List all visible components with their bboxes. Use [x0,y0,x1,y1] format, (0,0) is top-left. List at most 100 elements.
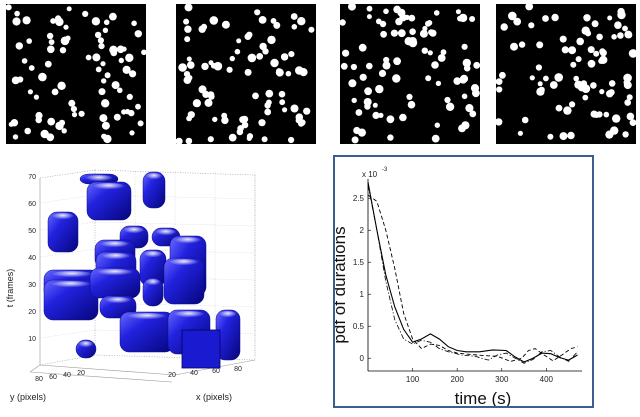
particle-dot [285,70,292,77]
particle-dot [529,75,535,81]
particle-dot [461,93,468,100]
particle-dot [17,76,24,83]
particle-dot [137,120,144,127]
particle-dot [547,133,554,140]
particle-dot [207,91,215,98]
particle-dot [209,16,219,25]
particle-dot [228,133,237,142]
particle-dot [28,65,35,71]
particle-dot [184,4,193,12]
particle-dot [46,32,54,40]
particle-dot [431,134,440,143]
particle-dot [24,127,32,135]
x-tick-label: 400 [540,375,554,384]
particle-dot [99,114,108,123]
particle-dot [582,94,589,101]
particle-dot [141,49,146,56]
x-tick-label: 300 [495,375,509,384]
particle-dot [207,136,214,143]
x-axis-label: x (pixels) [196,392,232,402]
particle-dot [241,121,249,129]
particle-dot [626,112,635,121]
particle-dot [71,112,78,118]
particle-dot [68,99,76,107]
particle-dot [342,49,350,57]
particle-dot [366,62,373,70]
particle-dot [200,23,208,30]
particle-dot [104,72,111,79]
particle-dot [591,20,599,28]
particle-dot [98,88,106,96]
particle-dot [47,45,55,54]
y-tick-label: 2.5 [353,194,365,203]
particle-dot [48,39,55,45]
particle-dot [617,32,624,39]
particle-dots [340,4,480,144]
particle-dot [508,11,517,21]
particle-dot [624,30,633,39]
particle-dot [226,66,233,73]
pdf-series-group [367,182,578,364]
particle-dot [117,87,123,94]
particle-dot [348,79,357,88]
particle-dot [101,78,107,84]
particle-dot [404,14,410,20]
particle-dot [101,99,110,108]
particle-dot [22,16,31,25]
particle-dot [549,81,558,89]
volume-blob [215,309,241,361]
particle-dot [15,42,23,50]
particle-dot [12,17,21,26]
y-tick-label: 20 [77,370,85,377]
particle-dot [184,25,192,33]
particle-dot [57,81,66,91]
particle-dot [622,25,628,32]
particle-dot [101,121,110,130]
particle-dot [63,24,69,30]
particle-dot [110,49,118,57]
particle-dot [126,93,133,100]
y-tick-label: 40 [63,372,71,379]
particle-dot [500,23,508,31]
particle-dot [47,117,56,126]
particle-dot [204,98,213,107]
y-tick-label: 80 [35,376,43,383]
particle-dot [611,34,617,40]
particle-dot [279,99,286,106]
x-tick-label: 200 [450,375,464,384]
particle-dot [27,89,33,95]
particle-dot [536,87,545,96]
particle-dot [378,112,384,118]
particle-dot [383,8,389,15]
particle-dot [351,97,357,104]
particle-dot [184,36,191,43]
y-axis-label: y (pixels) [10,392,46,402]
particle-dot [100,61,106,67]
particle-dot [258,16,267,24]
t-tick-label: 60 [28,201,36,208]
particle-dot [444,96,451,104]
particle-dot [38,72,47,82]
particle-dot [465,104,474,113]
particle-dot [440,49,447,56]
particle-dot [392,74,401,83]
y-tick-label: 60 [49,374,57,381]
particle-dot [70,105,77,113]
particle-dot [340,19,346,26]
particle-dot [499,71,506,79]
particle-dot [518,41,526,48]
particle-dot [567,131,575,140]
y-exponent-base: x 10 [362,170,378,179]
particle-dot [221,112,228,119]
particle-dot [583,14,591,22]
particle-dot [431,61,439,69]
particle-dot [559,35,567,43]
particle-dot [178,63,187,72]
particle-dot [390,29,398,37]
particle-dot [610,126,619,135]
particle-dot [536,41,544,49]
x-tick-label: 20 [168,372,176,379]
particle-dot [202,90,210,98]
particle-dot [576,37,584,46]
particle-dot [111,81,120,90]
